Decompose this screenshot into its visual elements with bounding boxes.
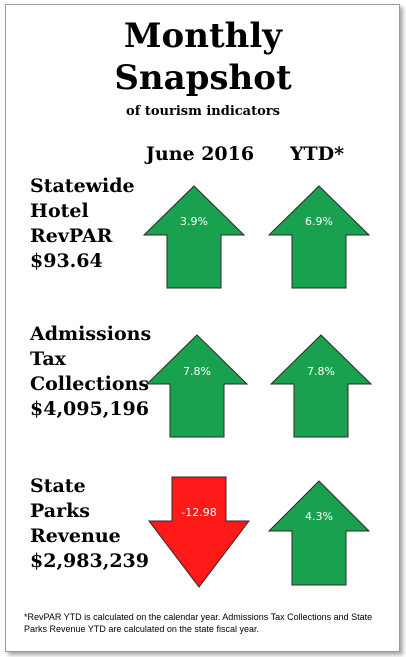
arrow-value: 4.3% <box>305 510 333 523</box>
label-line: Parks <box>30 500 90 522</box>
column-header-ytd: YTD* <box>289 143 345 165</box>
label-line: RevPAR <box>30 225 113 247</box>
label-line: Hotel <box>30 200 89 222</box>
up-arrow-shape <box>143 185 245 289</box>
up-arrow-shape <box>270 334 372 438</box>
label-line: Collections <box>30 373 150 395</box>
label-line: Revenue <box>30 525 121 547</box>
label-line: State <box>30 475 86 497</box>
up-arrow-shape <box>146 334 248 438</box>
down-arrow-shape <box>148 476 250 588</box>
up-arrow-icon: 7.8% <box>270 334 372 438</box>
up-arrow-icon: 4.3% <box>268 480 370 586</box>
label-value: $4,095,196 <box>30 398 149 420</box>
arrow-value: 3.9% <box>180 215 208 228</box>
arrow-value: -12.98 <box>181 506 217 519</box>
arrow-value: 7.8% <box>183 365 211 378</box>
arrow-value: 6.9% <box>305 215 333 228</box>
label-line: Statewide <box>30 175 135 197</box>
up-arrow-icon: 6.9% <box>268 185 370 289</box>
label-line: Admissions <box>30 323 152 345</box>
arrow-value: 7.8% <box>307 365 335 378</box>
column-header-month: June 2016 <box>145 143 255 165</box>
label-value: $93.64 <box>30 250 103 272</box>
row-label-state-parks: State Parks Revenue $2,983,239 <box>30 474 149 574</box>
footnote: *RevPAR YTD is calculated on the calenda… <box>24 612 373 634</box>
row-label-hotel-revpar: Statewide Hotel RevPAR $93.64 <box>30 174 135 274</box>
up-arrow-shape <box>268 480 370 586</box>
up-arrow-icon: 7.8% <box>146 334 248 438</box>
label-line: Tax <box>30 348 66 370</box>
page-subtitle: of tourism indicators <box>126 104 280 119</box>
page-title-line1: Monthly <box>123 16 283 56</box>
page-title-line2: Snapshot <box>114 58 292 98</box>
up-arrow-shape <box>268 185 370 289</box>
row-label-admissions-tax: Admissions Tax Collections $4,095,196 <box>30 322 151 422</box>
up-arrow-icon: 3.9% <box>143 185 245 289</box>
down-arrow-icon: -12.98 <box>148 476 250 588</box>
label-value: $2,983,239 <box>30 550 149 572</box>
